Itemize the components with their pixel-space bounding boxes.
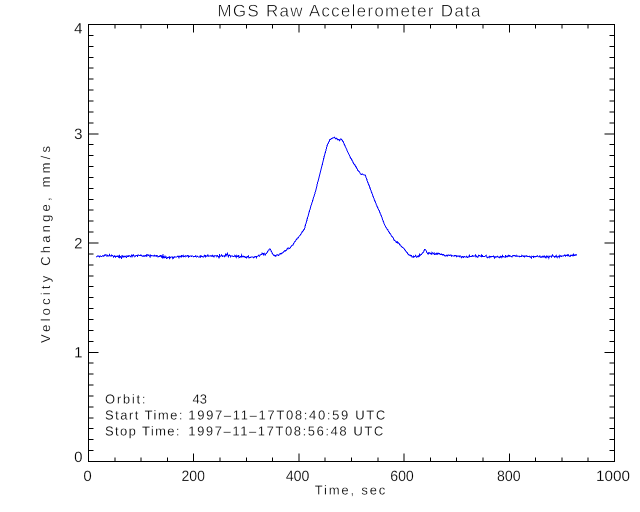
svg-text:4: 4 [74,21,82,38]
svg-text:0: 0 [74,449,82,466]
svg-text:200: 200 [181,468,205,485]
svg-text:MGS Raw Accelerometer Data: MGS Raw Accelerometer Data [218,2,482,21]
svg-text:1: 1 [74,345,82,362]
svg-text:Time, sec: Time, sec [315,483,386,498]
svg-text:1997–11–17T08:40:59 UTC: 1997–11–17T08:40:59 UTC [188,408,385,423]
svg-text:600: 600 [390,468,414,485]
svg-text:1997–11–17T08:56:48 UTC: 1997–11–17T08:56:48 UTC [188,424,383,439]
svg-text:Stop Time:: Stop Time: [105,424,180,439]
svg-text:2: 2 [74,236,82,253]
svg-text:43: 43 [193,392,207,407]
svg-text:800: 800 [497,468,521,485]
svg-text:400: 400 [286,468,310,485]
svg-text:Orbit:: Orbit: [105,392,146,407]
svg-text:3: 3 [74,126,82,143]
svg-text:0: 0 [83,468,91,485]
svg-text:Start Time:: Start Time: [105,408,183,423]
svg-text:1000: 1000 [596,468,630,485]
